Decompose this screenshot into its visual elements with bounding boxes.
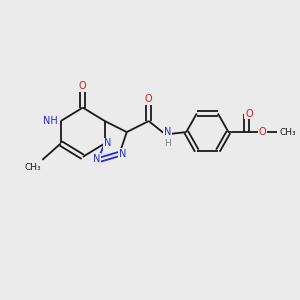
Text: H: H bbox=[164, 139, 171, 148]
Text: O: O bbox=[79, 81, 87, 91]
Text: N: N bbox=[93, 154, 100, 164]
Text: O: O bbox=[259, 127, 267, 137]
Text: O: O bbox=[245, 109, 253, 118]
Text: CH₃: CH₃ bbox=[24, 164, 41, 172]
Text: N: N bbox=[119, 149, 126, 159]
Text: NH: NH bbox=[43, 116, 57, 126]
Text: N: N bbox=[164, 127, 172, 137]
Text: O: O bbox=[145, 94, 152, 104]
Text: CH₃: CH₃ bbox=[280, 128, 296, 136]
Text: N: N bbox=[104, 138, 111, 148]
